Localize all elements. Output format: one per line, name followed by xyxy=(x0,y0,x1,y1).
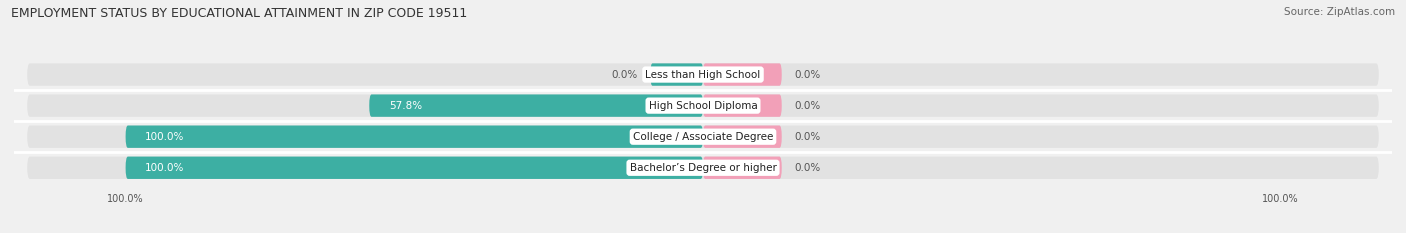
Text: 0.0%: 0.0% xyxy=(794,163,821,173)
Text: Less than High School: Less than High School xyxy=(645,70,761,79)
Text: 57.8%: 57.8% xyxy=(389,101,422,111)
Text: 0.0%: 0.0% xyxy=(794,70,821,79)
FancyBboxPatch shape xyxy=(703,94,782,117)
FancyBboxPatch shape xyxy=(125,126,703,148)
FancyBboxPatch shape xyxy=(27,126,1379,148)
Text: 0.0%: 0.0% xyxy=(794,101,821,111)
Text: 0.0%: 0.0% xyxy=(612,70,637,79)
FancyBboxPatch shape xyxy=(703,126,782,148)
FancyBboxPatch shape xyxy=(27,94,1379,117)
Text: 0.0%: 0.0% xyxy=(794,132,821,142)
FancyBboxPatch shape xyxy=(703,157,782,179)
Text: EMPLOYMENT STATUS BY EDUCATIONAL ATTAINMENT IN ZIP CODE 19511: EMPLOYMENT STATUS BY EDUCATIONAL ATTAINM… xyxy=(11,7,468,20)
Text: Source: ZipAtlas.com: Source: ZipAtlas.com xyxy=(1284,7,1395,17)
FancyBboxPatch shape xyxy=(703,63,782,86)
FancyBboxPatch shape xyxy=(370,94,703,117)
Text: 100.0%: 100.0% xyxy=(145,163,184,173)
FancyBboxPatch shape xyxy=(27,63,1379,86)
Text: College / Associate Degree: College / Associate Degree xyxy=(633,132,773,142)
Text: High School Diploma: High School Diploma xyxy=(648,101,758,111)
Text: 100.0%: 100.0% xyxy=(145,132,184,142)
FancyBboxPatch shape xyxy=(651,63,703,86)
FancyBboxPatch shape xyxy=(27,157,1379,179)
FancyBboxPatch shape xyxy=(125,157,703,179)
Text: Bachelor’s Degree or higher: Bachelor’s Degree or higher xyxy=(630,163,776,173)
